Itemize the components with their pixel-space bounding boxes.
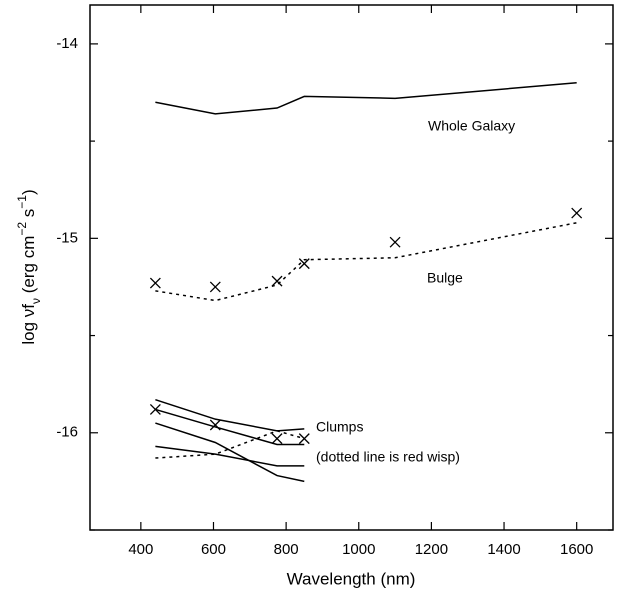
cross-stroke [298,258,310,270]
annotation: (dotted line is red wisp) [316,449,460,465]
cross-stroke [389,236,401,248]
y-axis-label-part: −2 [15,222,29,236]
cross-marker [389,236,401,248]
series-line [155,430,305,459]
series-line [155,82,577,115]
y-axis-label: log νfν (erg cm−2 s−1) [15,189,43,344]
cross-stroke [271,275,283,287]
cross-marker [271,275,283,287]
plot-frame [89,4,614,531]
series-line [155,399,305,432]
y-axis-label-part: (erg cm [19,236,38,298]
cross-stroke [271,433,283,445]
y-tick-label: -16 [56,424,78,441]
annotation: Bulge [427,270,463,286]
x-tick-label: 600 [201,541,226,558]
cross-marker [298,433,310,445]
cross-marker [209,419,221,431]
x-tick-label: 1000 [342,541,375,558]
cross-stroke [149,277,161,289]
cross-marker [571,207,583,219]
cross-stroke [298,433,310,445]
x-tick-label: 1200 [415,541,448,558]
y-tick-label: -15 [56,229,78,246]
y-tick-label: -14 [56,35,78,52]
y-axis-label-part: ν [29,298,43,304]
x-tick-label: 800 [274,541,299,558]
x-axis-label: Wavelength (nm) [287,569,416,588]
y-axis-label-part: s [19,209,38,222]
cross-marker [149,403,161,415]
cross-stroke [149,403,161,415]
cross-stroke [209,281,221,293]
series-line [155,422,305,483]
series-line [155,222,577,302]
y-axis-label-part: ) [19,189,38,195]
cross-stroke [209,419,221,431]
x-tick-label: 400 [128,541,153,558]
cross-marker [149,277,161,289]
cross-marker [209,281,221,293]
y-axis-label-part: log νf [19,304,38,345]
series-line [155,408,305,446]
cross-stroke [571,207,583,219]
series-line [155,445,305,467]
cross-marker [271,433,283,445]
x-tick-label: 1600 [560,541,593,558]
y-axis-label-part: −1 [15,195,29,209]
x-tick-label: 1400 [487,541,520,558]
annotation: Clumps [316,419,363,435]
cross-marker [298,258,310,270]
annotation: Whole Galaxy [428,118,515,134]
